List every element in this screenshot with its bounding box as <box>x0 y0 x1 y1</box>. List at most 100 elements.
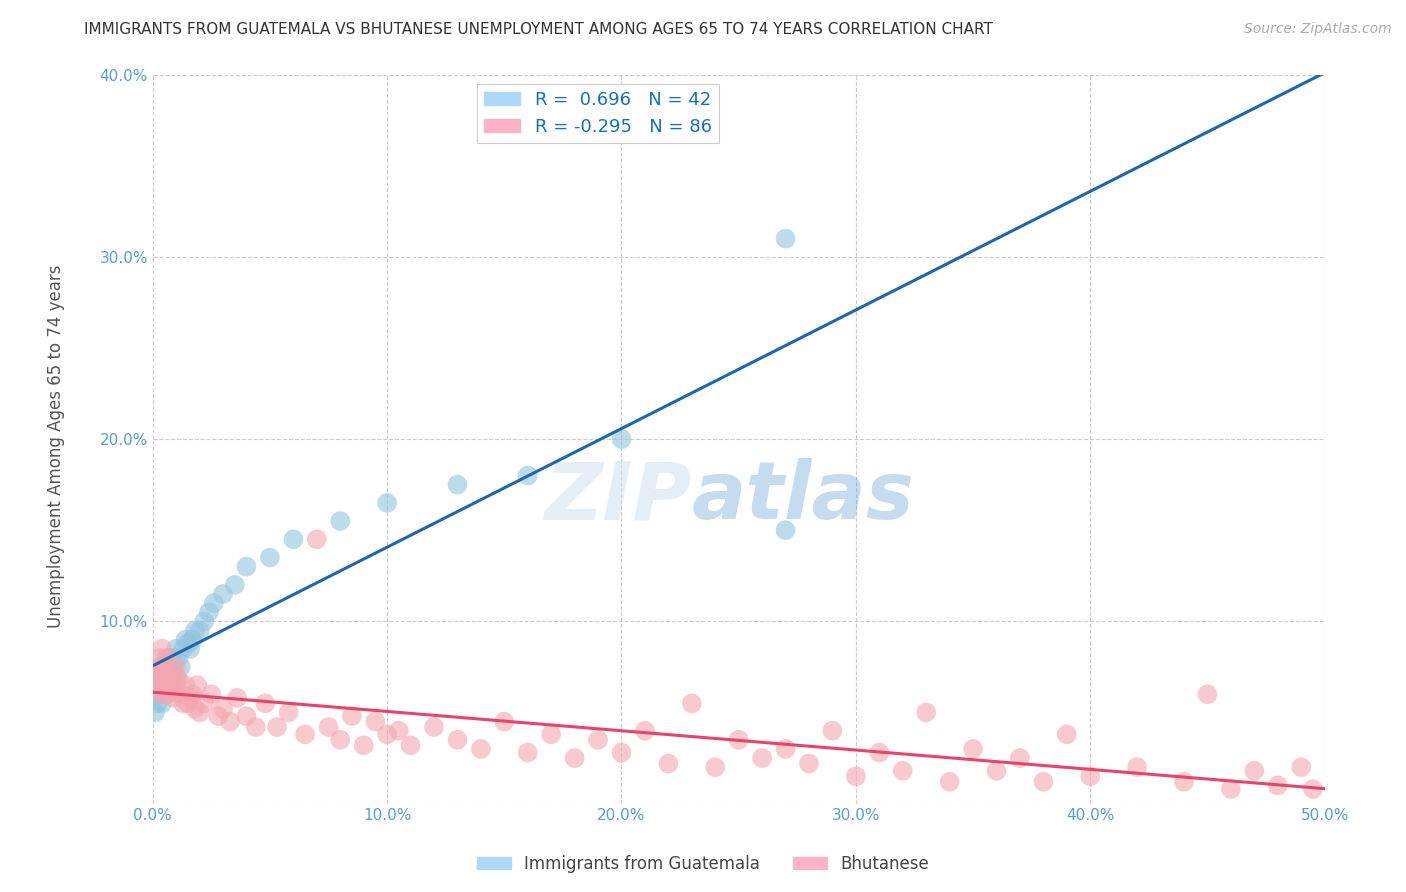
Point <box>188 706 211 720</box>
Point <box>165 641 187 656</box>
Point <box>149 687 172 701</box>
Point <box>1267 778 1289 792</box>
Point <box>775 523 797 537</box>
Point <box>610 746 633 760</box>
Point <box>986 764 1008 778</box>
Point <box>146 697 169 711</box>
Point <box>193 697 215 711</box>
Point <box>150 660 173 674</box>
Text: Unemployment Among Ages 65 to 74 years: Unemployment Among Ages 65 to 74 years <box>48 264 65 628</box>
Point <box>219 714 242 729</box>
Point <box>212 702 235 716</box>
Point <box>775 231 797 245</box>
Point <box>143 706 166 720</box>
Point <box>329 732 352 747</box>
Legend: Immigrants from Guatemala, Bhutanese: Immigrants from Guatemala, Bhutanese <box>471 848 935 880</box>
Point <box>153 678 176 692</box>
Point <box>165 678 187 692</box>
Point <box>146 660 169 674</box>
Point <box>657 756 679 771</box>
Point <box>634 723 657 738</box>
Point <box>163 690 186 705</box>
Point <box>1219 782 1241 797</box>
Point <box>167 673 190 687</box>
Point <box>305 533 328 547</box>
Point <box>891 764 914 778</box>
Point <box>184 624 207 638</box>
Point <box>202 596 225 610</box>
Point <box>681 697 703 711</box>
Point <box>181 687 204 701</box>
Point <box>160 665 183 680</box>
Point <box>375 727 398 741</box>
Point <box>1173 774 1195 789</box>
Point <box>610 432 633 446</box>
Point <box>150 697 173 711</box>
Point <box>1078 769 1101 783</box>
Point <box>167 650 190 665</box>
Point <box>157 650 180 665</box>
Point <box>157 673 180 687</box>
Point <box>329 514 352 528</box>
Point <box>962 742 984 756</box>
Point <box>1126 760 1149 774</box>
Text: ZIP: ZIP <box>544 458 692 536</box>
Text: IMMIGRANTS FROM GUATEMALA VS BHUTANESE UNEMPLOYMENT AMONG AGES 65 TO 74 YEARS CO: IMMIGRANTS FROM GUATEMALA VS BHUTANESE U… <box>84 22 993 37</box>
Point <box>516 746 538 760</box>
Point <box>165 669 187 683</box>
Point <box>224 578 246 592</box>
Point <box>516 468 538 483</box>
Point <box>156 669 179 683</box>
Point <box>226 690 249 705</box>
Point <box>775 742 797 756</box>
Point <box>564 751 586 765</box>
Text: atlas: atlas <box>692 458 914 536</box>
Point <box>446 477 468 491</box>
Point <box>245 720 267 734</box>
Point <box>170 660 193 674</box>
Point <box>212 587 235 601</box>
Point <box>172 641 194 656</box>
Point <box>494 714 516 729</box>
Point <box>340 709 363 723</box>
Point <box>184 702 207 716</box>
Point <box>294 727 316 741</box>
Point <box>156 650 179 665</box>
Point <box>388 723 411 738</box>
Point <box>200 687 222 701</box>
Point <box>353 739 375 753</box>
Point <box>207 709 229 723</box>
Point <box>254 697 277 711</box>
Point <box>153 660 176 674</box>
Point <box>160 669 183 683</box>
Text: Source: ZipAtlas.com: Source: ZipAtlas.com <box>1244 22 1392 37</box>
Point <box>177 636 200 650</box>
Point <box>1056 727 1078 741</box>
Point <box>821 723 844 738</box>
Point <box>1008 751 1031 765</box>
Point <box>149 650 172 665</box>
Point <box>186 678 208 692</box>
Point <box>153 678 176 692</box>
Point <box>845 769 868 783</box>
Point <box>938 774 960 789</box>
Point <box>149 669 172 683</box>
Point <box>751 751 773 765</box>
Point <box>1243 764 1265 778</box>
Point <box>704 760 727 774</box>
Point <box>1032 774 1054 789</box>
Point <box>146 678 169 692</box>
Point <box>179 641 201 656</box>
Point <box>157 678 180 692</box>
Point <box>160 650 183 665</box>
Point <box>163 660 186 674</box>
Point <box>149 687 172 701</box>
Point <box>156 687 179 701</box>
Point <box>235 709 257 723</box>
Point <box>586 732 609 747</box>
Point <box>266 720 288 734</box>
Point <box>198 605 221 619</box>
Point <box>470 742 492 756</box>
Point <box>283 533 305 547</box>
Point <box>797 756 820 771</box>
